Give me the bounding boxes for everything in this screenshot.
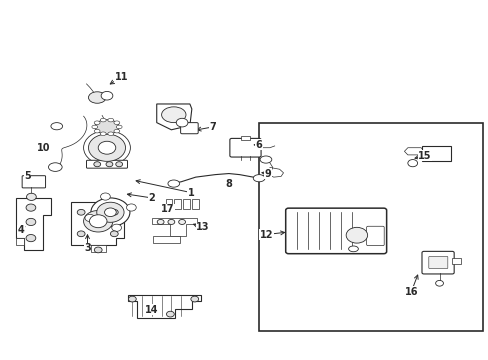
Bar <box>240 135 250 140</box>
Bar <box>183 199 189 210</box>
Ellipse shape <box>92 125 98 129</box>
Ellipse shape <box>48 163 62 171</box>
FancyBboxPatch shape <box>180 123 198 134</box>
Polygon shape <box>71 202 124 244</box>
Polygon shape <box>16 198 51 249</box>
Polygon shape <box>404 148 424 155</box>
Ellipse shape <box>178 220 185 225</box>
Text: 1: 1 <box>187 188 194 198</box>
Ellipse shape <box>88 134 125 161</box>
Ellipse shape <box>407 159 417 167</box>
Text: 13: 13 <box>196 222 209 232</box>
Ellipse shape <box>97 202 124 222</box>
Ellipse shape <box>77 210 85 215</box>
Ellipse shape <box>95 120 119 134</box>
Ellipse shape <box>101 91 113 100</box>
Ellipse shape <box>51 123 62 130</box>
Bar <box>259 123 483 330</box>
FancyBboxPatch shape <box>22 176 45 188</box>
Text: 10: 10 <box>37 143 50 153</box>
Ellipse shape <box>126 204 136 211</box>
FancyBboxPatch shape <box>285 208 386 254</box>
Polygon shape <box>157 104 191 130</box>
Polygon shape <box>153 236 180 243</box>
FancyBboxPatch shape <box>86 160 127 168</box>
Ellipse shape <box>166 311 174 317</box>
FancyBboxPatch shape <box>421 251 453 274</box>
Ellipse shape <box>348 246 358 252</box>
Ellipse shape <box>116 162 122 167</box>
Ellipse shape <box>100 118 106 122</box>
Ellipse shape <box>26 234 36 242</box>
Ellipse shape <box>112 224 121 231</box>
Ellipse shape <box>91 198 130 226</box>
Ellipse shape <box>116 125 122 129</box>
Ellipse shape <box>94 162 101 167</box>
Polygon shape <box>152 219 197 236</box>
FancyBboxPatch shape <box>229 138 261 157</box>
Text: 14: 14 <box>145 305 158 315</box>
Ellipse shape <box>106 162 113 167</box>
Ellipse shape <box>94 247 102 253</box>
Ellipse shape <box>114 129 120 133</box>
Text: 8: 8 <box>225 179 232 189</box>
Ellipse shape <box>161 107 185 123</box>
Ellipse shape <box>110 210 118 215</box>
Ellipse shape <box>128 296 136 302</box>
Ellipse shape <box>83 211 113 232</box>
Ellipse shape <box>167 220 174 225</box>
Text: 7: 7 <box>209 122 216 132</box>
Ellipse shape <box>260 156 271 163</box>
Ellipse shape <box>89 215 107 228</box>
Ellipse shape <box>253 175 264 182</box>
Ellipse shape <box>435 280 443 286</box>
Ellipse shape <box>157 220 163 225</box>
Ellipse shape <box>94 121 100 125</box>
Text: 17: 17 <box>161 204 174 215</box>
FancyBboxPatch shape <box>428 256 447 269</box>
Text: 9: 9 <box>264 168 271 179</box>
Ellipse shape <box>77 231 85 237</box>
Bar <box>451 258 460 264</box>
FancyBboxPatch shape <box>366 226 384 246</box>
Text: 5: 5 <box>24 171 31 181</box>
Ellipse shape <box>26 219 36 226</box>
Text: 3: 3 <box>84 243 91 253</box>
Ellipse shape <box>176 118 187 127</box>
Text: 15: 15 <box>417 150 431 161</box>
Text: 12: 12 <box>259 230 273 239</box>
Ellipse shape <box>346 227 367 243</box>
Ellipse shape <box>108 118 113 122</box>
Ellipse shape <box>108 132 113 135</box>
Bar <box>174 199 181 210</box>
Bar <box>165 199 172 210</box>
Ellipse shape <box>114 121 120 125</box>
Ellipse shape <box>94 129 100 133</box>
Text: 4: 4 <box>18 225 24 235</box>
Ellipse shape <box>26 193 36 201</box>
Ellipse shape <box>26 204 36 211</box>
Polygon shape <box>128 295 200 318</box>
Polygon shape <box>16 238 23 244</box>
Ellipse shape <box>167 180 179 187</box>
Bar <box>422 146 450 161</box>
Bar <box>191 199 198 210</box>
Ellipse shape <box>85 214 95 221</box>
Ellipse shape <box>104 208 116 217</box>
Polygon shape <box>91 244 105 252</box>
Text: 11: 11 <box>115 72 128 82</box>
Text: 16: 16 <box>404 287 417 297</box>
Ellipse shape <box>100 132 106 135</box>
Text: 6: 6 <box>255 140 262 150</box>
Ellipse shape <box>101 193 110 200</box>
Ellipse shape <box>83 131 130 165</box>
Ellipse shape <box>88 92 106 103</box>
Ellipse shape <box>110 231 118 237</box>
Ellipse shape <box>190 296 198 302</box>
Ellipse shape <box>98 141 116 154</box>
Text: 2: 2 <box>148 193 155 203</box>
